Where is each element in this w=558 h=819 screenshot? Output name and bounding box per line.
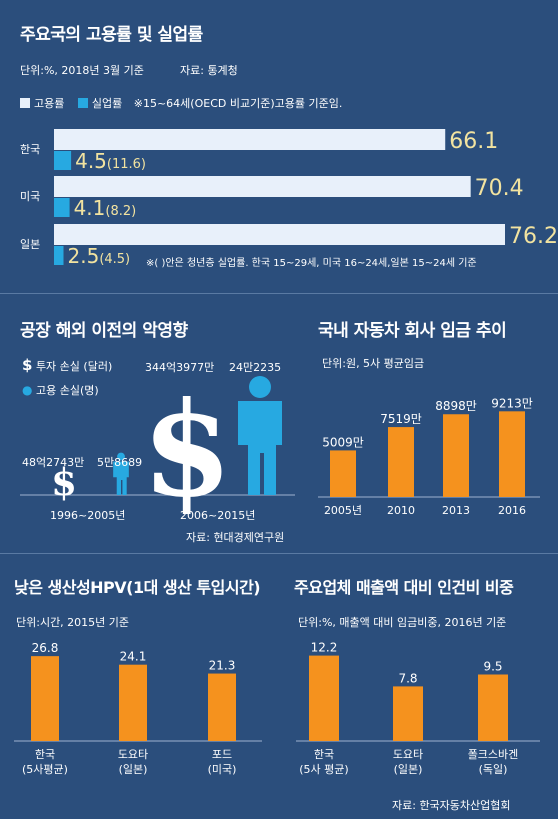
bar (208, 673, 236, 741)
employment-bar (54, 129, 446, 150)
bar (499, 411, 525, 497)
person-value-label: 24만2235 (229, 361, 281, 374)
bar (330, 450, 356, 497)
category-label: 도요타 (118, 748, 148, 761)
legend-person-label: 고용 손실(명) (35, 384, 99, 397)
category-label: (5사 평균) (299, 763, 348, 776)
youth-unemployment-label: (11.6) (107, 157, 146, 172)
category-label: (일본) (394, 762, 423, 776)
category-label: 폴크스바겐 (468, 748, 519, 761)
dollar-value-label: 344억3977만 (145, 361, 214, 374)
employment-legend: 고용률 실업률 ※15~64세(OECD 비교기준)고용률 기준임. (20, 95, 342, 111)
legend-person: ● 고용 손실(명) (22, 382, 99, 398)
employment-value-label: 76.2 (509, 224, 558, 249)
category-label: 2010 (387, 504, 415, 517)
category-label: 한국 (35, 748, 55, 761)
category-label: 미국 (20, 190, 40, 203)
youth-unemployment-label: (8.2) (105, 204, 136, 219)
value-label: 9.5 (483, 660, 502, 674)
category-label: 일본 (20, 237, 40, 251)
labor-cost-chart-title: 주요업체 매출액 대비 인건비 비중 (294, 578, 514, 597)
person-value-label: 5만8689 (97, 456, 142, 469)
employment-value-label: 70.4 (475, 176, 524, 201)
employment-unemployment-chart: 한국 66.14.5(11.6)미국 70.44.1(8.2)일본 76.22.5(4… (20, 129, 558, 268)
wage-chart-unit: 단위:원, 5사 평균임금 (322, 357, 425, 370)
category-label: (5사평균) (22, 763, 68, 776)
value-label: 12.2 (311, 641, 338, 655)
value-label: 8898만 (435, 399, 477, 413)
wage-chart-title: 국내 자동차 회사 임금 추이 (318, 321, 507, 341)
legend-note: ※15~64세(OECD 비교기준)고용률 기준임. (133, 97, 343, 110)
value-label: 7.8 (398, 671, 417, 685)
category-label: 2013 (442, 504, 470, 517)
dollar-value-label: 48억2743만 (22, 456, 84, 469)
unemployment-bar (54, 246, 64, 265)
category-label: 포드 (212, 748, 232, 761)
category-label: 2016 (498, 504, 526, 517)
dollar-icon: $ (22, 356, 33, 374)
value-label: 9213만 (491, 396, 533, 410)
legend-dollar: $ 투자 손실 (달러) (22, 356, 112, 374)
person-icon: ● (22, 383, 33, 397)
bar (478, 674, 508, 741)
legend-swatch-employment (20, 98, 30, 108)
bar (309, 655, 339, 741)
hpv-chart-title: 낮은 생산성HPV(1대 생산 투입시간) (14, 578, 261, 597)
employment-chart-unit: 단위:%, 2018년 3월 기준 (20, 64, 144, 77)
category-label: 한국 (314, 748, 334, 761)
value-label: 26.8 (32, 641, 59, 655)
bar (31, 656, 59, 741)
legend-dollar-label: 투자 손실 (달러) (35, 360, 113, 373)
unemployment-bar (54, 151, 72, 170)
hpv-chart-unit: 단위:시간, 2015년 기준 (16, 616, 130, 629)
section-divider-2 (0, 553, 558, 554)
employment-chart-source: 자료: 통계청 (180, 64, 238, 77)
period-label: 2006~2015년 (180, 509, 255, 522)
employment-bar (54, 176, 471, 197)
person-mark (238, 401, 282, 495)
bar (443, 414, 469, 497)
category-label: (일본) (119, 762, 148, 776)
category-label: (독일) (479, 762, 508, 776)
person-head (249, 376, 271, 398)
period-label: 1996~2005년 (50, 509, 125, 522)
employment-value-label: 66.1 (449, 129, 498, 154)
value-label: 21.3 (209, 659, 236, 673)
relocation-chart-title: 공장 해외 이전의 악영향 (20, 321, 188, 341)
category-label: 2005년 (324, 504, 362, 517)
unemployment-value-label: 4.5(11.6) (75, 149, 146, 173)
relocation-chart-source: 자료: 현대경제연구원 (186, 531, 285, 544)
category-label: 도요타 (393, 748, 423, 761)
youth-unemployment-footnote: ※( )안은 청년층 실업률. 한국 15~29세, 미국 16~24세,일본 … (146, 258, 477, 269)
person-mark (113, 461, 129, 495)
employment-chart-title: 주요국의 고용률 및 실업률 (20, 25, 203, 45)
employment-bar (54, 224, 505, 245)
value-label: 7519만 (380, 412, 422, 426)
unemployment-bar (54, 198, 70, 217)
relocation-chart: $48억2743만 5만8689 1996~2005년 $344억3977만 24만22… (20, 361, 295, 526)
dollar-mark: $ (142, 373, 232, 526)
person-head (117, 452, 125, 461)
dollar-mark: $ (51, 460, 77, 504)
wage-chart: 5009만 2005년 7519만 2010 8898만 2013 9213만 2016 (318, 396, 540, 517)
category-label: 한국 (20, 143, 40, 156)
bar (119, 664, 147, 741)
value-label: 5009만 (322, 435, 364, 449)
bar (388, 427, 414, 497)
bar (393, 686, 423, 741)
labor-cost-chart-source: 자료: 한국자동차산업협회 (392, 799, 511, 812)
youth-unemployment-label: (4.5) (99, 252, 130, 267)
value-label: 24.1 (120, 650, 147, 664)
category-label: (미국) (208, 763, 237, 776)
legend-swatch-unemployment (77, 98, 88, 108)
section-divider (0, 293, 558, 294)
legend-label-employment: 고용률 (34, 97, 65, 110)
labor-cost-chart-unit: 단위:%, 매출액 대비 임금비중, 2016년 기준 (298, 616, 507, 629)
legend-label-unemployment: 실업률 (91, 97, 123, 110)
